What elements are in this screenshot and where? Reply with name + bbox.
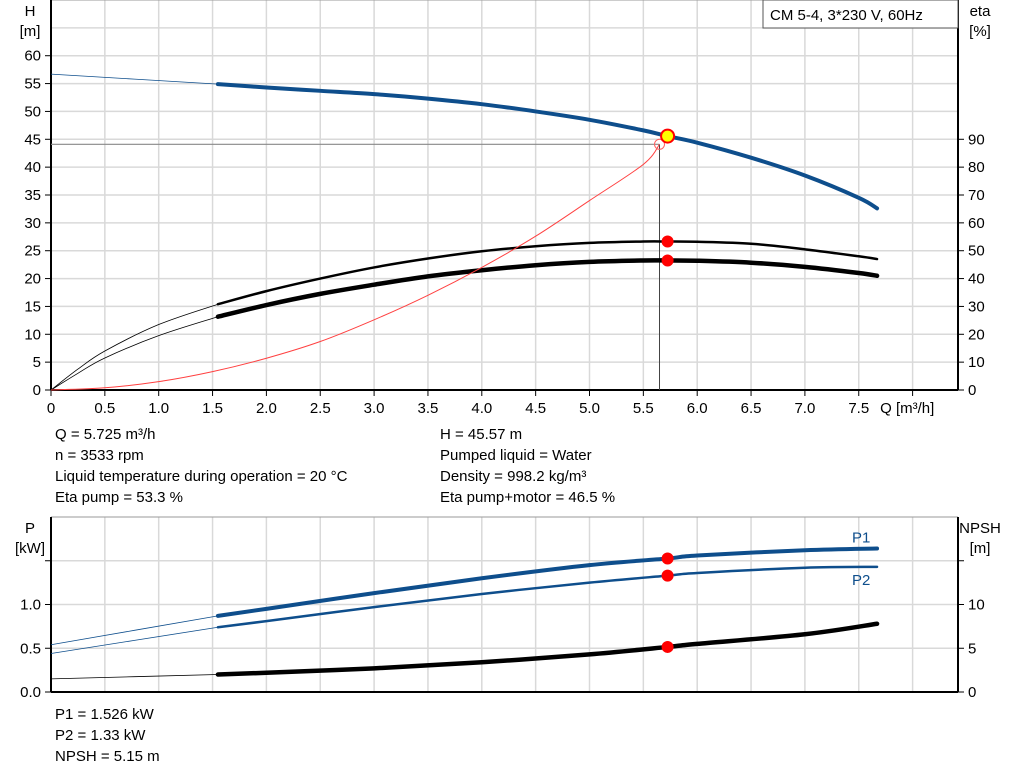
NPSH-curve-extrapolated: [50, 674, 218, 680]
y-axis-label: [kW]: [15, 540, 45, 557]
y-tick-label: 25: [24, 243, 41, 260]
x-tick-label: 0: [47, 400, 55, 417]
x-tick-label: 6.0: [687, 400, 708, 417]
info-p2: P2 = 1.33 kW: [55, 727, 146, 744]
info-p1: P1 = 1.526 kW: [55, 706, 154, 723]
p1-operating-marker: [661, 552, 674, 565]
y-tick-label: 30: [24, 215, 41, 232]
info-right: H = 45.57 m Pumped liquid = Water Densit…: [440, 424, 615, 508]
P1-curve: [215, 546, 880, 618]
x-tick-label: 5.5: [633, 400, 654, 417]
x-tick-label: 7.0: [794, 400, 815, 417]
y-tick-label: 45: [24, 131, 41, 148]
info-density: Density = 998.2 kg/m³: [440, 468, 587, 485]
info-bottom: P1 = 1.526 kW P2 = 1.33 kW NPSH = 5.15 m: [55, 704, 160, 767]
y2-tick-label: 50: [968, 243, 985, 260]
y2-tick-label: 70: [968, 187, 985, 204]
eta-pump-motor-curve-extrapolated: [50, 316, 219, 391]
eta-pump-motor-curve: [215, 258, 880, 319]
system-curve-line: [50, 143, 660, 391]
info-eta-pump: Eta pump = 53.3 %: [55, 489, 183, 506]
info-h: H = 45.57 m: [440, 426, 523, 443]
P1-series-label: P1: [852, 530, 870, 547]
y-tick-label: 0: [33, 382, 41, 399]
head-efficiency-chart: 0 5 10 15 20 25 30 35 40 45 50 55 60 0 10 20 30 40 50 60 70 8…: [20, 0, 992, 417]
x-tick-label: 4.0: [471, 400, 492, 417]
operating-point-marker: [660, 128, 676, 144]
eta-pump-motor-operating-marker: [661, 254, 674, 267]
x-tick-label: 3.0: [364, 400, 385, 417]
y2-axis-label: [%]: [969, 23, 991, 40]
y-tick-label: 35: [24, 187, 41, 204]
p2-operating-marker: [661, 569, 674, 582]
x-tick-label: 5.0: [579, 400, 600, 417]
y-axis-label: H: [25, 3, 36, 20]
y2-axis-label: eta: [970, 3, 992, 20]
info-temp: Liquid temperature during operation = 20…: [55, 468, 348, 485]
x-tick-label: 2.0: [256, 400, 277, 417]
y-tick-label: 5: [33, 354, 41, 371]
y-tick-label: 20: [24, 271, 41, 288]
y2-tick-label: 5: [968, 640, 976, 657]
y-axis-label: [m]: [20, 23, 41, 40]
x-tick-label: 4.5: [525, 400, 546, 417]
chart-title: CM 5-4, 3*230 V, 60Hz: [770, 7, 923, 24]
y-tick-label: 50: [24, 103, 41, 120]
x-tick-label: 2.5: [310, 400, 331, 417]
x-tick-label: 1.5: [202, 400, 223, 417]
y2-tick-label: 0: [968, 382, 976, 399]
x-tick-label: 6.5: [741, 400, 762, 417]
power-npsh-chart: 0.0 0.5 1.0 0 5 10 P [kW] NPSH [m] P1 P2: [15, 516, 1001, 701]
eta-pump-curve: [216, 240, 879, 306]
P1-curve-extrapolated: [50, 615, 219, 646]
y2-tick-label: 60: [968, 215, 985, 232]
x-tick-label: 3.5: [418, 400, 439, 417]
x-tick-label: 7.5: [848, 400, 869, 417]
P2-curve-extrapolated: [50, 626, 218, 654]
NPSH-curve: [215, 621, 880, 677]
y2-tick-label: 10: [968, 354, 985, 371]
y2-tick-label: 90: [968, 131, 985, 148]
npsh-operating-marker: [661, 640, 674, 653]
x-tick-label: 1.0: [148, 400, 169, 417]
info-eta-pump-motor: Eta pump+motor = 46.5 %: [440, 489, 616, 506]
y2-tick-label: 30: [968, 298, 985, 315]
info-npsh: NPSH = 5.15 m: [55, 748, 160, 765]
y2-tick-label: 0: [968, 684, 976, 701]
duty-point-marker: [654, 138, 666, 150]
chart-title-box: CM 5-4, 3*230 V, 60Hz: [762, 0, 959, 29]
y-tick-label: 0.5: [20, 640, 41, 657]
x-axis-label: Q [m³/h]: [880, 400, 934, 417]
y2-tick-label: 10: [968, 597, 985, 614]
y2-axis-label: NPSH: [959, 520, 1001, 537]
eta-pump-curve-extrapolated: [50, 303, 219, 391]
eta-pump-operating-marker: [661, 235, 674, 248]
H-curve: [215, 82, 880, 211]
y2-tick-label: 40: [968, 271, 985, 288]
y-tick-label: 15: [24, 298, 41, 315]
y-tick-label: 55: [24, 76, 41, 93]
y-tick-label: 10: [24, 326, 41, 343]
y-tick-label: 0.0: [20, 684, 41, 701]
x-tick-label: 0.5: [94, 400, 115, 417]
info-liquid: Pumped liquid = Water: [440, 447, 592, 464]
y2-tick-label: 20: [968, 326, 985, 343]
y-tick-label: 1.0: [20, 597, 41, 614]
y2-axis-label: [m]: [970, 540, 991, 557]
info-n: n = 3533 rpm: [55, 447, 144, 464]
P2-curve: [216, 565, 879, 629]
P2-series-label: P2: [852, 572, 870, 589]
y2-tick-label: 80: [968, 159, 985, 176]
y-tick-label: 40: [24, 159, 41, 176]
y-tick-label: 60: [24, 48, 41, 65]
H-curve-extrapolated: [50, 73, 218, 85]
y-axis-label: P: [25, 520, 35, 537]
info-left: Q = 5.725 m³/h n = 3533 rpm Liquid tempe…: [55, 424, 347, 508]
info-q: Q = 5.725 m³/h: [55, 426, 156, 443]
